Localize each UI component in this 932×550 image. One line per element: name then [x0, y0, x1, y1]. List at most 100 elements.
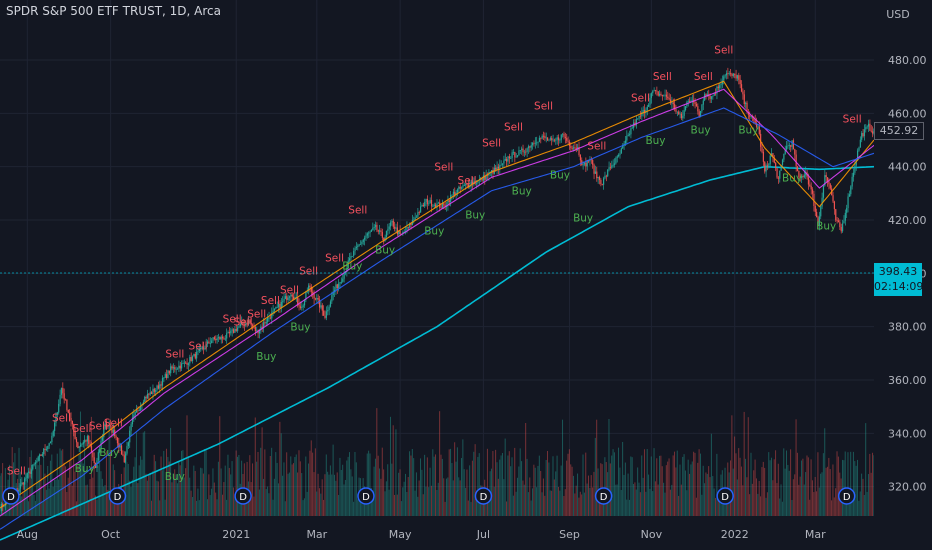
volume-bar: [286, 452, 288, 516]
volume-bar: [138, 465, 140, 516]
volume-bar: [398, 472, 400, 516]
candle-body: [792, 140, 795, 150]
candle-body: [855, 160, 857, 166]
candle-body: [302, 305, 304, 307]
candle-body: [459, 186, 461, 189]
candle-body: [182, 363, 184, 365]
volume-bar: [389, 416, 391, 516]
candle-body: [413, 219, 415, 221]
candle-body: [575, 147, 577, 150]
candle-body: [702, 100, 704, 105]
candle-body: [249, 320, 251, 323]
candle-body: [265, 322, 267, 324]
candle-body: [525, 151, 527, 153]
volume-bar: [271, 447, 273, 516]
candle-body: [359, 244, 362, 245]
sell-signal-label: Sell: [104, 418, 123, 430]
candle-body: [144, 396, 146, 402]
volume-bar: [332, 444, 334, 516]
volume-bar: [586, 483, 588, 516]
candle-body: [665, 94, 668, 97]
candle-body: [448, 200, 450, 203]
candle-body: [81, 444, 83, 446]
candle-body: [727, 73, 729, 74]
volume-bar: [792, 479, 794, 516]
volume-bar: [585, 452, 587, 516]
candle-body: [698, 111, 700, 117]
candle-body: [795, 154, 797, 167]
volume-bar: [598, 501, 600, 516]
candle-body: [544, 135, 546, 139]
volume-bar: [219, 416, 221, 516]
volume-bar: [581, 494, 583, 516]
volume-bar: [204, 449, 206, 516]
volume-bar: [542, 478, 544, 516]
volume-bar: [200, 467, 202, 516]
buy-signal-label: Buy: [816, 220, 836, 232]
dividend-marker: [837, 487, 856, 505]
volume-bar: [392, 425, 394, 516]
volume-bar: [73, 431, 75, 516]
volume-bar: [769, 460, 771, 516]
candle-body: [157, 385, 160, 389]
sell-signal-label: Sell: [7, 466, 26, 478]
candle-body: [835, 209, 837, 221]
volume-bar: [420, 458, 422, 516]
volume-bar: [264, 449, 266, 516]
candle-body: [788, 145, 790, 146]
volume-bar: [699, 453, 701, 516]
candle-body: [523, 151, 525, 153]
volume-bar: [693, 451, 695, 516]
volume-bar: [630, 456, 632, 516]
candle-body: [424, 202, 426, 207]
volume-bar: [783, 448, 785, 516]
volume-bar: [318, 488, 320, 516]
candle-body: [368, 232, 370, 234]
volume-bar: [540, 470, 542, 516]
candle-body: [176, 368, 179, 370]
candle-body: [641, 112, 643, 117]
volume-bar: [574, 493, 576, 516]
candle-body: [687, 100, 689, 102]
volume-bar: [327, 471, 329, 516]
candle-body: [469, 186, 471, 188]
volume-bar: [197, 488, 199, 516]
volume-bar: [187, 456, 189, 516]
candle-body: [500, 164, 502, 166]
candle-body: [818, 216, 820, 226]
candle-body: [123, 455, 125, 463]
candle-body: [247, 320, 250, 325]
candle-body: [241, 322, 243, 325]
candle-body: [414, 217, 416, 220]
volume-bar: [221, 494, 223, 516]
volume-bar: [497, 478, 499, 516]
candle-body: [183, 362, 185, 364]
volume-bar: [541, 492, 543, 516]
volume-bar: [79, 411, 81, 516]
volume-bar: [223, 482, 225, 516]
candle-body: [482, 175, 485, 181]
candle-body: [824, 175, 826, 186]
volume-bar: [643, 449, 645, 516]
candle-body: [712, 95, 714, 97]
candle-body: [58, 403, 60, 413]
candle-body: [460, 187, 463, 189]
volume-bar: [163, 450, 165, 516]
volume-bar: [277, 483, 279, 516]
candle-body: [671, 102, 673, 104]
candle-body: [198, 348, 200, 352]
volume-bar: [738, 448, 740, 516]
volume-bar: [131, 479, 133, 516]
volume-bar: [811, 480, 813, 516]
candle-body: [258, 329, 261, 334]
candle-body: [601, 184, 603, 185]
candle-body: [779, 170, 781, 179]
candle-body: [142, 401, 144, 405]
candle-body: [49, 442, 52, 444]
volume-bar: [269, 455, 271, 516]
volume-bar: [305, 456, 307, 516]
candle-body: [287, 297, 289, 300]
candle-body: [850, 186, 852, 195]
